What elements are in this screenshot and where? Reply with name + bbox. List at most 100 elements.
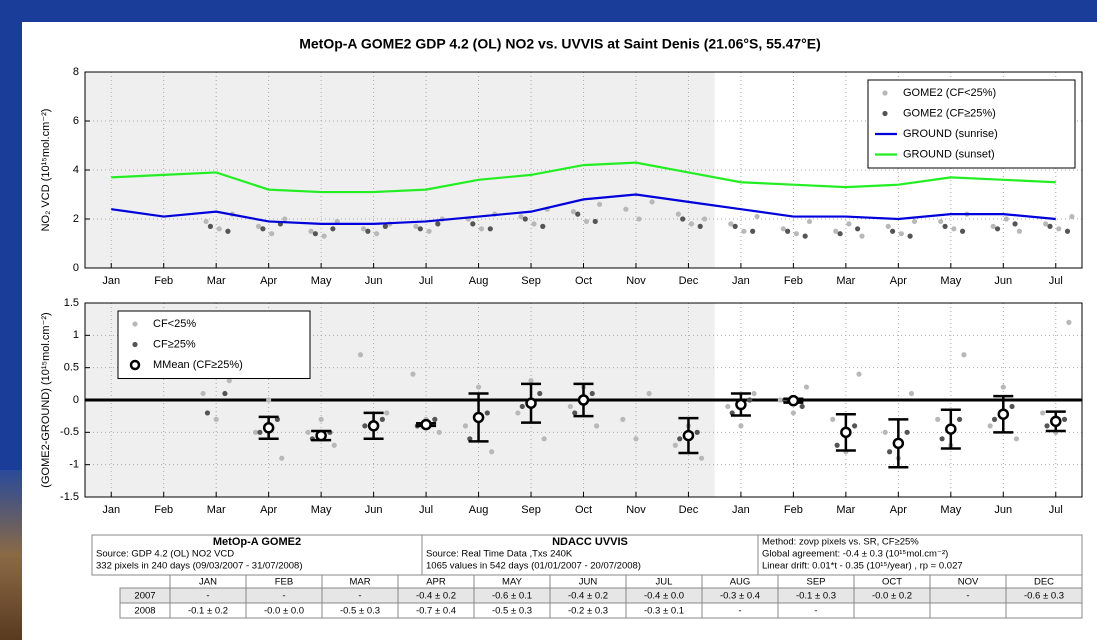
scatter-point [330,226,336,232]
legend-label: GOME2 (CF<25%) [903,87,996,99]
scatter-point [225,228,231,234]
table-header: FEB [275,577,293,588]
scatter-point [589,390,595,397]
scatter-point [790,410,796,416]
scatter-point [308,228,314,234]
x-tick-label: Sep [521,275,541,287]
scatter-point [846,221,852,227]
x-tick-label: Feb [784,275,803,287]
table-group-cell [91,534,423,576]
scatter-point [777,397,783,403]
scatter-point [747,397,753,403]
x-tick-label: Dec [679,504,699,516]
table-cell-text: - [814,606,817,617]
scatter-point [487,226,493,232]
table-cell-text: -0.4 ± 0.0 [644,591,684,602]
scatter-point [633,436,639,442]
scatter-point [675,211,681,217]
x-tick-label: Jun [994,275,1012,287]
table-group-title: MetOp-A GOME2 [213,536,301,548]
y-tick-label: -0.5 [60,426,79,438]
x-tick-label: Mar [836,504,855,516]
x-tick-label: Jun [994,504,1012,516]
scatter-point [432,416,438,422]
scatter-point [1056,226,1062,232]
table-cell-text: -0.6 ± 0.1 [492,591,532,602]
scatter-point [951,226,957,232]
scatter-point [694,429,700,435]
table-cell-text: -0.0 ± 0.2 [872,591,912,602]
scatter-point [305,429,311,435]
scatter-point [204,410,211,416]
x-tick-label: Apr [890,504,907,516]
y-tick-label: 0 [73,394,79,406]
scatter-point [541,436,547,442]
scatter-point [991,416,998,422]
scatter-point [852,423,858,429]
table-header: AUG [730,577,751,588]
table-cell [1005,602,1083,619]
scatter-point [990,223,996,229]
table-group-line: Linear drift: 0.01*t - 0.35 (10¹⁵/year) … [762,561,963,572]
scatter-point [413,223,419,229]
scatter-point [382,223,388,229]
x-tick-label: Apr [260,275,277,287]
table-cell-text: -0.4 ± 0.2 [568,591,608,602]
scatter-point [575,211,581,217]
scatter-point [680,216,686,222]
scatter-point [467,436,473,442]
scatter-point [334,218,340,225]
y-axis-label: NO₂ VCD (10¹⁵mol.cm⁻²) [40,109,52,232]
line [111,161,1056,194]
scatter-point [785,228,791,234]
scatter-point [677,436,683,442]
scatter-point [1013,436,1020,442]
scatter-point [741,228,747,234]
scatter-point [213,416,219,422]
scatter-point [1044,423,1050,429]
x-tick-label: Mar [207,275,226,287]
legend-label: GOME2 (CF≥25%) [903,107,996,119]
table-group-line: Source: Real Time Data ,Txs 240K [426,549,573,560]
scatter-point [672,442,678,448]
x-tick-label: Jan [102,504,120,516]
scatter-point [935,416,941,422]
x-tick-label: May [940,504,961,516]
legend-marker [132,321,138,327]
scatter-point [834,442,840,448]
scatter-point [522,216,528,222]
x-tick-label: Jul [1049,275,1063,287]
scatter-point [484,410,490,416]
scatter-point [938,218,944,225]
table-header: JUN [579,577,598,588]
table-group-line: Method: zovp pixels vs. SR, CF≥25% [762,537,919,548]
scatter-point [357,352,364,358]
x-tick-label: Nov [626,504,646,516]
x-tick-label: Jun [365,504,383,516]
mean-marker [945,423,957,435]
scatter-point [830,416,836,422]
scatter-point [200,390,206,397]
mean-marker [997,408,1010,420]
legend-label: MMean (CF≥25%) [153,359,243,371]
legend-box [117,310,311,379]
table-group-title: NDACC UVVIS [552,536,628,548]
scatter-point [1003,216,1009,222]
table-header: OCT [882,577,902,588]
scatter-point [994,226,1001,232]
scatter-point [701,216,708,222]
table-cell-text: -0.4 ± 0.2 [416,591,456,602]
scatter-point [1066,319,1072,325]
scatter-point [519,403,525,410]
scatter-point [729,410,735,416]
legend-box [867,79,1076,169]
mean-marker [735,398,747,411]
mean-marker [262,422,275,434]
scatter-point [959,228,966,234]
scatter-point [257,429,263,435]
scatter-point [646,390,652,397]
y-tick-label: 0.5 [64,362,79,374]
x-tick-label: May [311,275,332,287]
